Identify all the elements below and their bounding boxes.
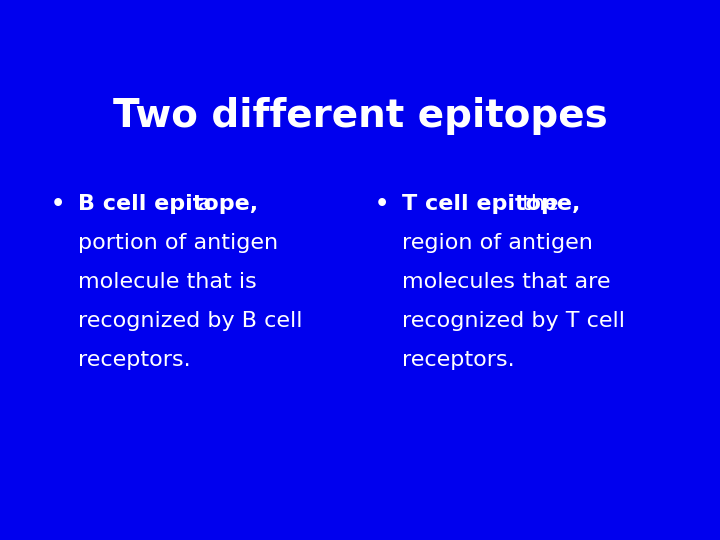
Text: receptors.: receptors. bbox=[402, 350, 514, 370]
Text: the: the bbox=[516, 194, 559, 214]
Text: •: • bbox=[374, 194, 389, 214]
Text: a: a bbox=[192, 194, 212, 214]
Text: molecules that are: molecules that are bbox=[402, 272, 611, 292]
Text: T cell epitope,: T cell epitope, bbox=[402, 194, 580, 214]
Text: Two different epitopes: Two different epitopes bbox=[112, 97, 608, 135]
Text: portion of antigen: portion of antigen bbox=[78, 233, 278, 253]
Text: B cell epitope,: B cell epitope, bbox=[78, 194, 258, 214]
Text: receptors.: receptors. bbox=[78, 350, 190, 370]
Text: region of antigen: region of antigen bbox=[402, 233, 593, 253]
Text: recognized by T cell: recognized by T cell bbox=[402, 311, 625, 331]
Text: molecule that is: molecule that is bbox=[78, 272, 256, 292]
Text: recognized by B cell: recognized by B cell bbox=[78, 311, 302, 331]
Text: •: • bbox=[50, 194, 65, 214]
